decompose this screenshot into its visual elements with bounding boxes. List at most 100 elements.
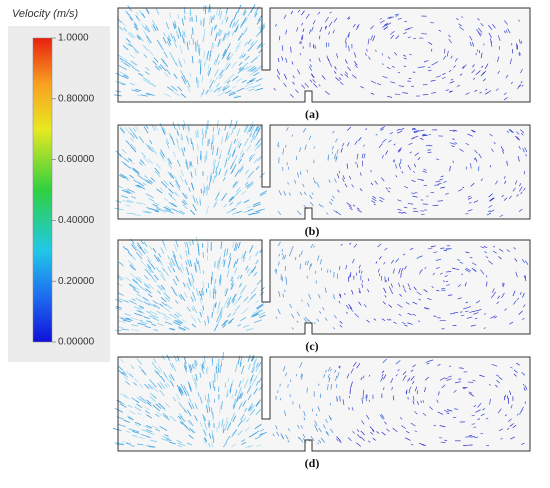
velocity-vector [167, 255, 171, 260]
velocity-vector [217, 191, 221, 198]
velocity-vector [168, 192, 173, 197]
velocity-vector [159, 209, 166, 213]
velocity-vector [173, 290, 178, 296]
velocity-vector [148, 445, 156, 448]
velocity-vector [129, 264, 136, 271]
velocity-vector [118, 320, 126, 323]
velocity-vector [238, 283, 243, 288]
velocity-vector [225, 63, 231, 70]
velocity-vector [222, 83, 230, 90]
velocity-vector [146, 93, 151, 96]
velocity-vector [195, 373, 198, 381]
velocity-vector [199, 290, 201, 296]
velocity-vector [485, 417, 489, 420]
velocity-vector [209, 49, 212, 57]
velocity-vector [205, 54, 208, 62]
velocity-vector [138, 35, 144, 42]
velocity-vector [387, 16, 392, 19]
velocity-vector [247, 445, 254, 448]
velocity-vector [327, 58, 331, 63]
velocity-vector [208, 433, 212, 439]
velocity-vector [190, 138, 193, 144]
velocity-vector [348, 205, 352, 209]
velocity-vector [164, 434, 169, 437]
velocity-vector [388, 139, 392, 143]
velocity-vector [207, 399, 209, 407]
velocity-vector [213, 75, 219, 84]
velocity-vector [153, 274, 159, 281]
velocity-vector [183, 291, 188, 298]
velocity-vector [431, 92, 437, 94]
velocity-vector [210, 175, 212, 183]
velocity-vector [138, 285, 144, 290]
velocity-vector [146, 321, 153, 324]
velocity-vector [438, 391, 440, 396]
velocity-vector [518, 84, 521, 87]
velocity-vector [275, 425, 278, 430]
velocity-vector [242, 400, 247, 407]
velocity-vector [129, 43, 136, 50]
velocity-vector [255, 300, 259, 304]
velocity-vector [239, 274, 243, 279]
velocity-vector [351, 184, 354, 188]
velocity-vector [240, 439, 246, 443]
velocity-vector [381, 53, 384, 56]
velocity-vector [184, 193, 189, 199]
velocity-vector [136, 16, 141, 22]
velocity-vector [345, 304, 350, 310]
velocity-vector [371, 198, 377, 202]
velocity-vector [134, 406, 142, 412]
velocity-vector [509, 321, 514, 325]
velocity-vector [278, 261, 280, 266]
velocity-vector [204, 320, 207, 326]
velocity-vector [136, 396, 142, 401]
velocity-vector [379, 196, 385, 200]
velocity-vector [140, 321, 148, 324]
velocity-vector [132, 288, 140, 294]
velocity-vector [136, 184, 142, 188]
velocity-vector [416, 390, 419, 395]
velocity-vector [168, 201, 176, 207]
velocity-vector [160, 181, 168, 188]
velocity-vector [133, 25, 139, 31]
velocity-vector [486, 212, 492, 216]
velocity-vector [473, 405, 477, 408]
velocity-vector [255, 126, 259, 132]
velocity-vector [339, 440, 342, 444]
velocity-vector [141, 13, 146, 19]
velocity-vector [231, 394, 234, 399]
velocity-vector [126, 443, 132, 445]
velocity-vector [136, 244, 141, 250]
velocity-vector [401, 171, 404, 174]
velocity-vector [441, 76, 446, 79]
velocity-vector [129, 31, 136, 39]
velocity-vector [219, 11, 223, 20]
velocity-vector [308, 293, 311, 300]
velocity-vector [460, 314, 465, 317]
velocity-vector [244, 82, 253, 88]
velocity-vector [246, 181, 254, 188]
velocity-vector [314, 420, 318, 426]
velocity-vector [191, 280, 195, 290]
velocity-vector [219, 275, 222, 284]
velocity-vector [431, 286, 434, 289]
velocity-vector [412, 364, 416, 368]
velocity-vector [336, 372, 340, 379]
velocity-vector [382, 24, 388, 28]
velocity-vector [323, 374, 326, 378]
velocity-vector [254, 423, 262, 430]
velocity-vector [417, 157, 421, 161]
velocity-vector [282, 148, 285, 155]
velocity-vector [516, 413, 519, 416]
velocity-vector [204, 422, 208, 430]
velocity-vector [212, 158, 215, 166]
velocity-vector [435, 180, 441, 183]
velocity-vector [224, 287, 227, 294]
velocity-vector [475, 72, 479, 76]
velocity-vector [300, 250, 303, 256]
velocity-vector [453, 268, 460, 270]
velocity-vector [339, 320, 343, 324]
velocity-vector [123, 74, 129, 78]
velocity-vector [470, 324, 476, 327]
velocity-vector [181, 147, 185, 157]
